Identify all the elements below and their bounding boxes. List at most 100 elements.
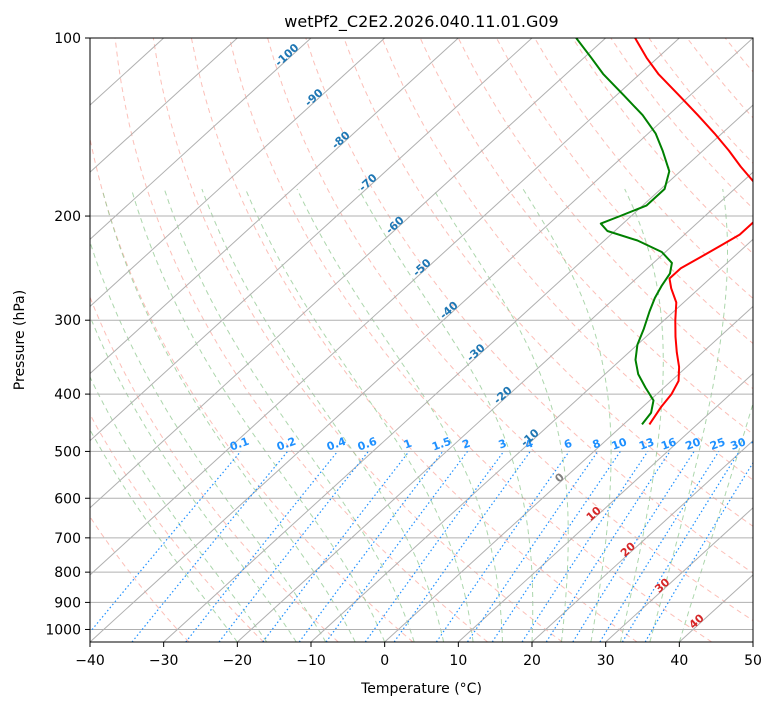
x-tick-label: 0 <box>380 653 389 669</box>
dry-adiabat <box>495 38 753 345</box>
dry-adiabat <box>229 38 712 642</box>
dry-adiabat <box>152 38 563 642</box>
mixing-ratio-line <box>185 451 339 642</box>
mixing-ratio-label: 20 <box>684 435 703 453</box>
x-axis-label: Temperature (°C) <box>360 681 482 697</box>
moist-adiabat <box>101 188 356 642</box>
mixing-ratio-label: 10 <box>610 435 629 453</box>
mixing-ratio-line <box>599 451 720 642</box>
mixing-ratio-line <box>621 451 740 642</box>
mixing-ratio-label: 1.5 <box>430 435 453 454</box>
isotherm-line <box>457 372 753 642</box>
mixing-ratio-line <box>131 451 289 642</box>
y-tick-label: 500 <box>54 444 81 460</box>
isotherm-line <box>90 38 312 241</box>
x-tick-label: −30 <box>149 653 179 669</box>
mixing-ratio-label: 0.1 <box>228 435 251 454</box>
dry-adiabat <box>90 413 264 642</box>
mixing-ratio-line <box>364 451 505 642</box>
mixing-ratio-label: 4 <box>523 437 535 452</box>
dry-adiabat <box>457 38 753 390</box>
moist-adiabat <box>649 188 728 642</box>
x-tick-label: 40 <box>670 653 688 669</box>
x-tick-label: 10 <box>449 653 467 669</box>
isotherm-line <box>384 305 753 642</box>
isotherm-line <box>310 238 753 642</box>
mixing-ratio-label: 6 <box>562 437 574 452</box>
mixing-ratio-line <box>491 451 621 642</box>
x-tick-label: 20 <box>523 653 541 669</box>
isotherm-line <box>163 104 753 642</box>
x-tick-label: −40 <box>75 653 105 669</box>
y-tick-label: 200 <box>54 209 81 225</box>
mixing-ratio-line <box>545 451 671 642</box>
moist-adiabat <box>432 188 569 642</box>
mixing-ratio-line <box>262 451 410 642</box>
x-tick-label: 30 <box>597 653 615 669</box>
dry-adiabat <box>90 515 190 642</box>
mixing-ratio-label: 16 <box>659 435 678 453</box>
plot-frame <box>89 37 754 643</box>
moist-adiabat <box>358 188 534 642</box>
chart-title: wetPf2_C2E2.2026.040.11.01.G09 <box>284 12 558 32</box>
moist-adiabat <box>90 240 327 642</box>
mixing-ratio-label: 2 <box>461 437 473 452</box>
y-axis-label: Pressure (hPa) <box>12 290 28 390</box>
isotherm-line <box>531 439 753 642</box>
isotherm-line <box>90 38 680 576</box>
mixing-ratio-line <box>393 451 531 642</box>
isotherm-line <box>90 38 607 509</box>
mixing-ratio-line <box>325 451 468 642</box>
x-tick-label: −20 <box>223 653 253 669</box>
x-tick-label: −10 <box>296 653 326 669</box>
dry-adiabat <box>343 38 753 527</box>
mixing-ratio-label: 8 <box>591 437 603 452</box>
mixing-ratio-line <box>466 451 599 642</box>
mixing-ratio-line <box>298 451 444 642</box>
moist-adiabat <box>619 188 664 642</box>
y-tick-label: 1000 <box>45 622 81 638</box>
moist-adiabat <box>163 188 415 642</box>
moist-adiabat <box>90 315 297 642</box>
mixing-ratio-label: 36 <box>749 435 768 453</box>
isotherm-line <box>90 38 533 442</box>
isotherm-line <box>605 507 753 642</box>
moist-adiabat <box>245 188 474 642</box>
mixing-ratio-label: 30 <box>729 435 748 453</box>
y-tick-label: 300 <box>54 313 81 329</box>
mixing-ratio-label: 0.6 <box>356 435 379 454</box>
dry-adiabat <box>305 38 753 574</box>
y-tick-label: 700 <box>54 531 81 547</box>
x-axis: −40 −30 −20 −10 0 10 20 30 40 50 <box>75 642 762 669</box>
mixing-ratio-line <box>435 451 570 642</box>
sounding-profiles <box>575 38 753 426</box>
mixing-ratio-label: 0.2 <box>275 435 298 454</box>
moist-adiabat <box>678 401 753 642</box>
isotherm-line <box>236 171 753 642</box>
dry-adiabat <box>190 38 638 642</box>
y-tick-label: 100 <box>54 31 81 47</box>
dewpoint-profile <box>575 38 673 426</box>
moist-adiabat <box>90 375 268 642</box>
y-tick-label: 800 <box>54 565 81 581</box>
dry-adiabat <box>114 38 488 642</box>
mixing-ratio-label: 0.4 <box>325 435 348 454</box>
mixing-ratio-label: 1 <box>402 437 414 452</box>
isotherm-line <box>90 38 753 642</box>
mixing-ratio-line <box>90 451 242 633</box>
x-tick-label: 50 <box>744 653 762 669</box>
dry-adiabat <box>267 38 753 622</box>
y-axis: 100 200 300 400 500 600 700 800 900 1000 <box>45 31 90 638</box>
mixing-ratio-label: 3 <box>497 437 509 452</box>
mixing-ratio-line <box>521 451 649 642</box>
y-tick-label: 400 <box>54 387 81 403</box>
mixing-ratio-line <box>572 451 695 642</box>
moist-adiabat <box>201 188 445 642</box>
y-tick-label: 900 <box>54 595 81 611</box>
y-tick-label: 600 <box>54 491 81 507</box>
background-lines <box>90 38 753 642</box>
isotherm-line <box>90 38 386 308</box>
dry-adiabat <box>90 295 339 642</box>
